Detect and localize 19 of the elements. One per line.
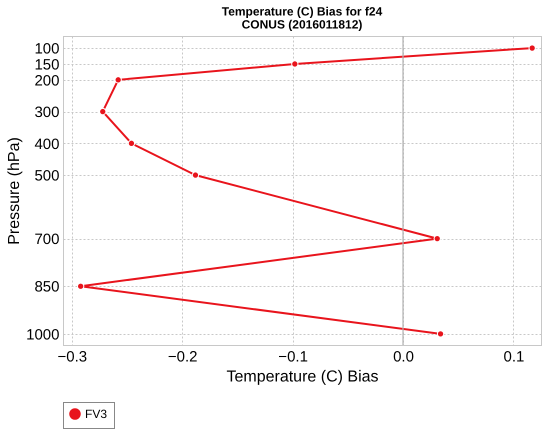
legend-label: FV3 <box>85 407 108 421</box>
chart-subtitle: CONUS (2016011812) <box>242 17 362 32</box>
x-tick-label: 0.0 <box>393 348 414 366</box>
y-tick-label: 150 <box>34 56 60 74</box>
x-tick-label: −0.1 <box>278 348 308 366</box>
x-tick-label: 0.1 <box>503 348 524 366</box>
x-tick-label: −0.2 <box>168 348 198 366</box>
chart-title: Temperature (C) Bias for f24 <box>222 4 383 18</box>
y-axis-title: Pressure (hPa) <box>6 137 24 245</box>
y-tick-label: 500 <box>34 168 60 185</box>
y-tick-label: 300 <box>34 104 60 122</box>
y-tick-label: 100 <box>34 40 60 58</box>
y-tick-label: 1000 <box>26 326 60 344</box>
y-tick-label: 850 <box>34 278 60 296</box>
y-tick-label: 700 <box>34 231 60 248</box>
x-axis-title: Temperature (C) Bias <box>226 368 379 386</box>
y-tick-label: 400 <box>34 136 60 153</box>
y-tick-label: 200 <box>34 72 60 90</box>
x-tick-label: −0.3 <box>58 348 88 366</box>
